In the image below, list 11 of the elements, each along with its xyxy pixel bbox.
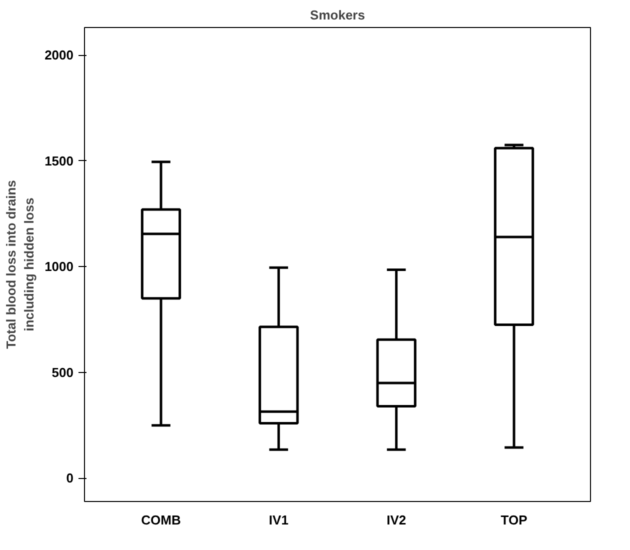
x-tick-label: IV2 (386, 512, 406, 528)
y-tick-label: 1000 (44, 259, 74, 274)
y-tick-label: 2000 (44, 48, 74, 63)
x-tick-label: COMB (141, 512, 181, 528)
x-tick-label: TOP (500, 512, 528, 528)
chart-title: Smokers (310, 8, 365, 22)
y-tick-label: 1500 (44, 153, 74, 168)
y-tick-label: 0 (66, 470, 74, 486)
x-tick-label: IV1 (268, 512, 288, 528)
y-axis-title: Total blood loss into drains including hidden loss (4, 180, 37, 349)
y-tick-label: 500 (52, 364, 74, 380)
